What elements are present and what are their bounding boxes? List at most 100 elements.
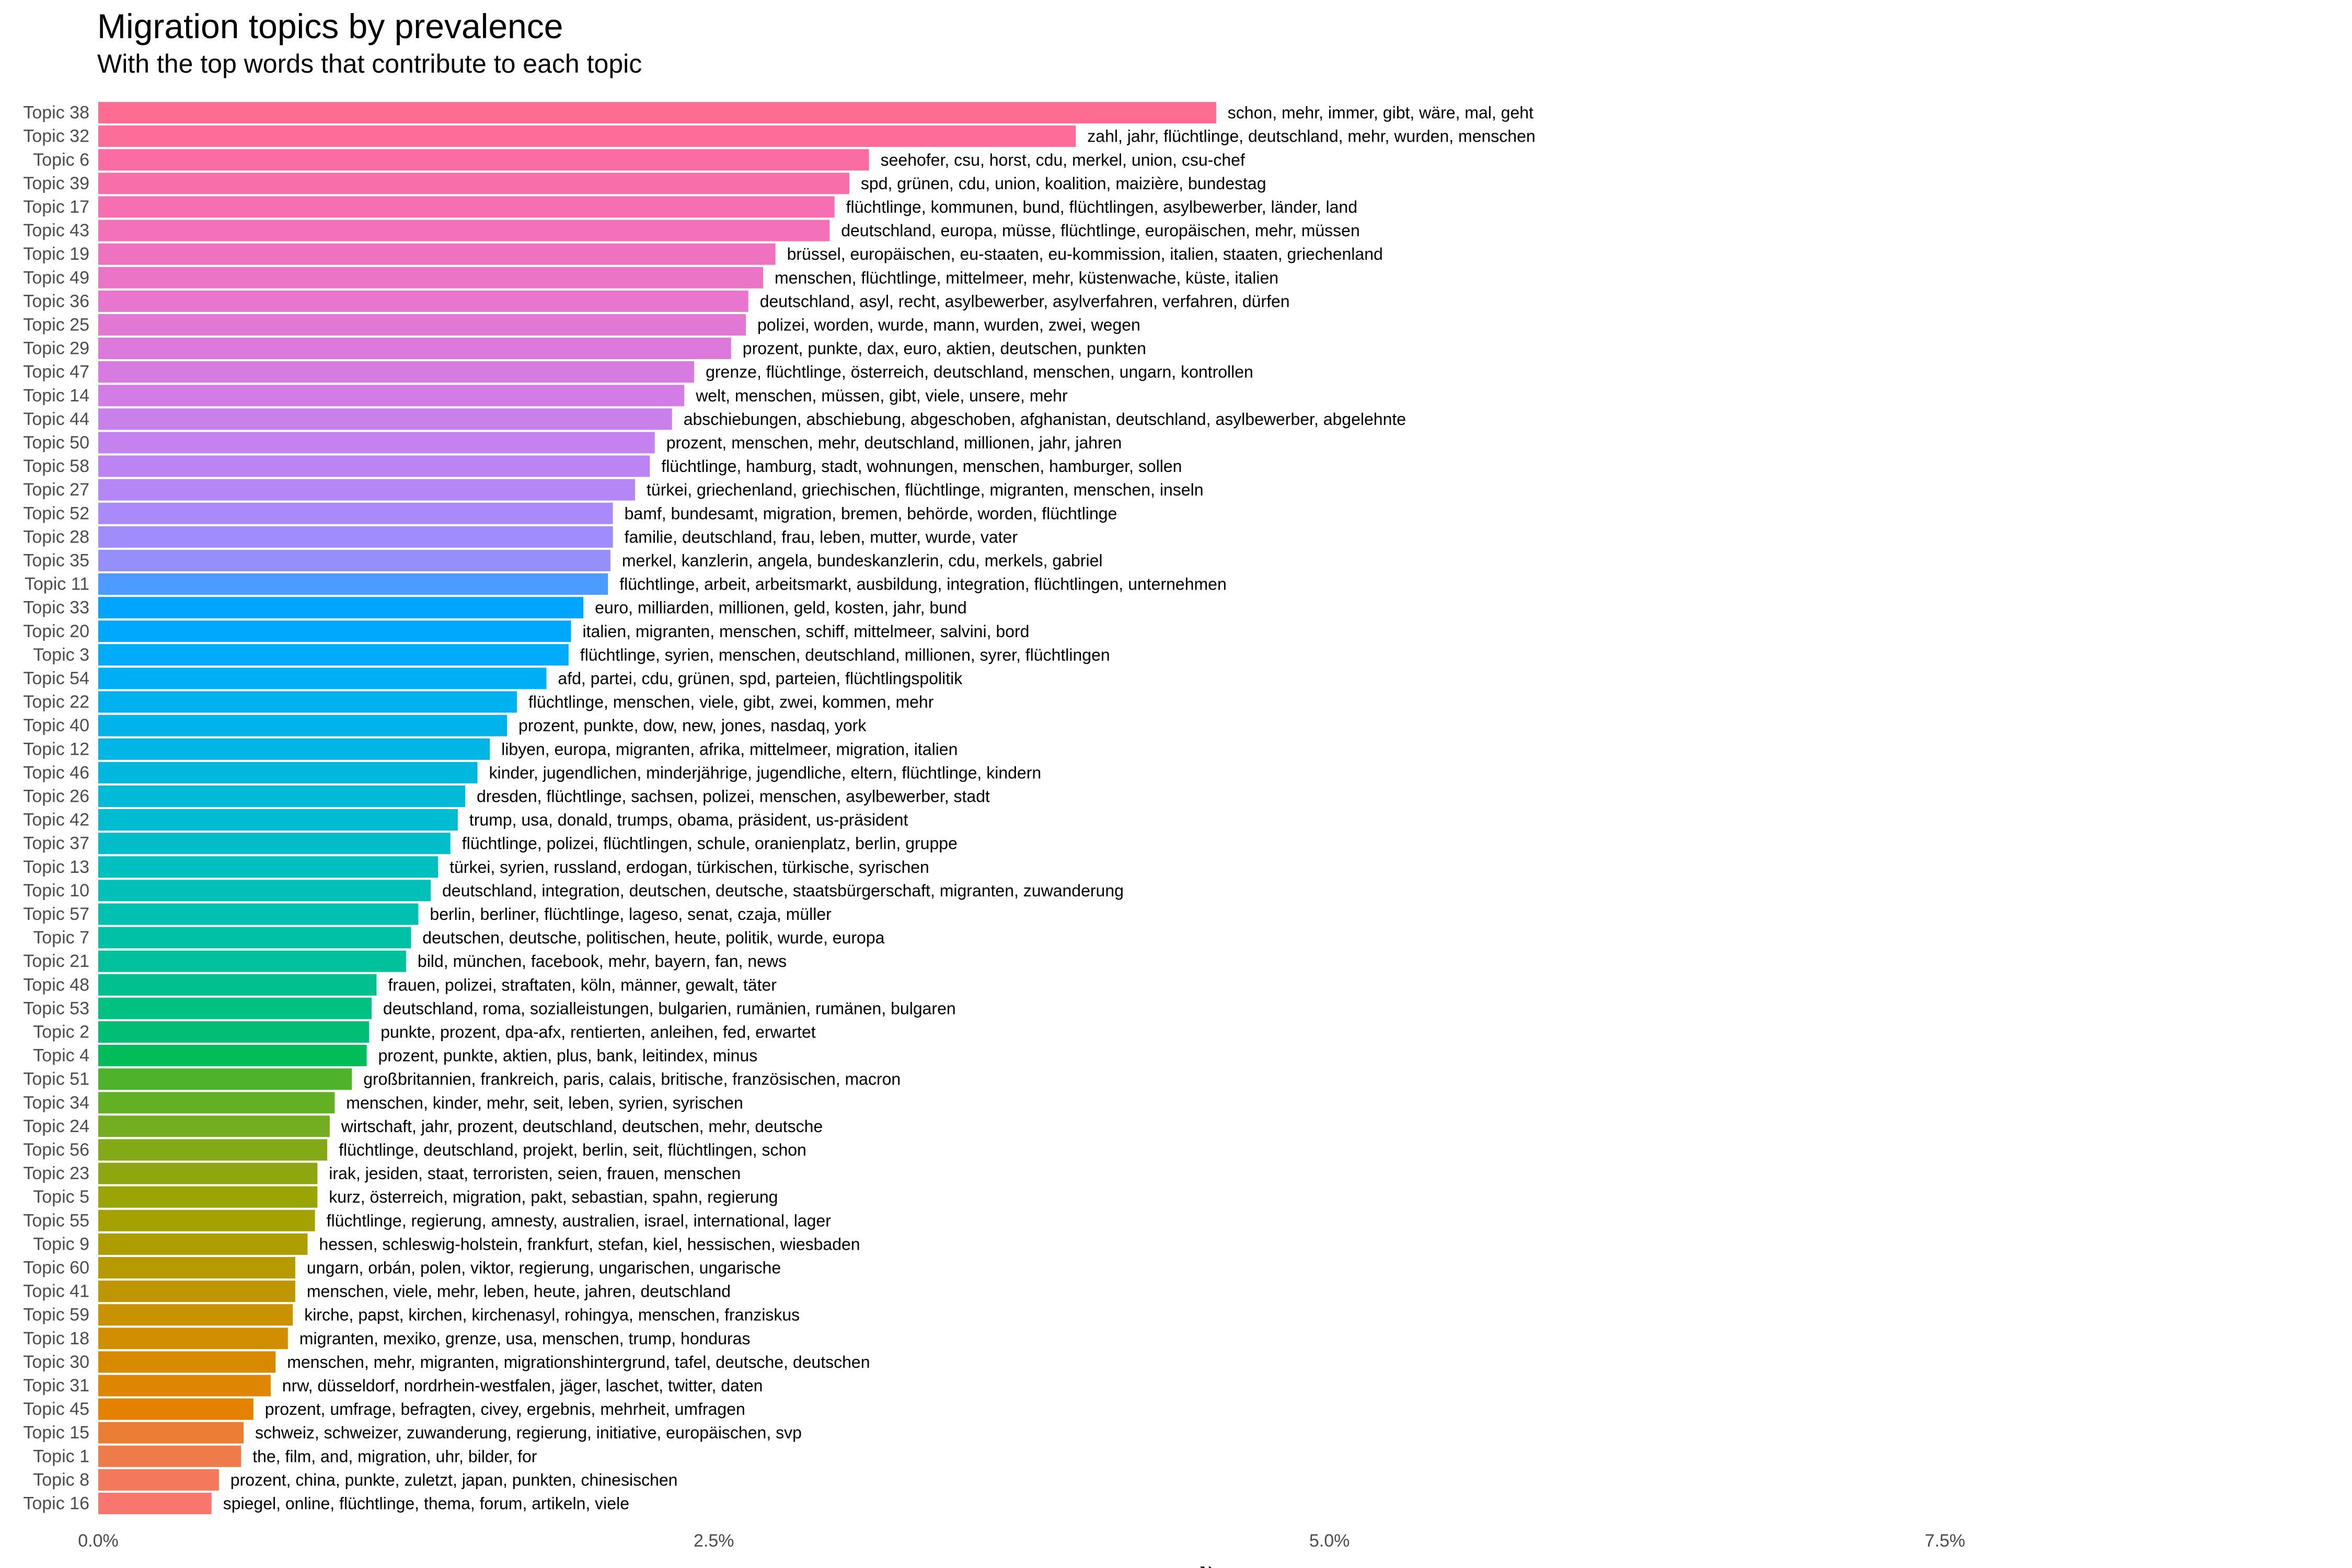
bar <box>98 1186 318 1208</box>
top-words-label: kinder, jugendlichen, minderjährige, jug… <box>489 763 1042 782</box>
bar <box>98 526 613 548</box>
bar <box>98 786 465 807</box>
top-words-label: bild, münchen, facebook, mehr, bayern, f… <box>418 952 787 971</box>
category-label: Topic 10 <box>23 881 89 901</box>
category-label: Topic 11 <box>25 574 89 594</box>
top-words-label: punkte, prozent, dpa-afx, rentierten, an… <box>381 1023 816 1042</box>
category-label: Topic 56 <box>23 1140 89 1160</box>
top-words-label: flüchtlinge, menschen, viele, gibt, zwei… <box>528 693 934 711</box>
category-label: Topic 29 <box>23 339 89 359</box>
top-words-label: euro, milliarden, millionen, geld, koste… <box>595 598 967 617</box>
category-label: Topic 42 <box>23 810 89 830</box>
top-words-label: prozent, punkte, dax, euro, aktien, deut… <box>743 339 1146 358</box>
top-words-label: zahl, jahr, flüchtlinge, deutschland, me… <box>1087 127 1535 146</box>
category-label: Topic 47 <box>23 362 89 382</box>
category-label: Topic 36 <box>23 291 89 311</box>
top-words-label: kurz, österreich, migration, pakt, sebas… <box>329 1187 778 1206</box>
top-words-label: spd, grünen, cdu, union, koalition, maiz… <box>861 174 1266 193</box>
chart-subtitle: With the top words that contribute to ea… <box>97 49 642 78</box>
bar <box>98 997 372 1019</box>
top-words-label: deutschland, asyl, recht, asylbewerber, … <box>760 292 1290 310</box>
bar <box>98 1045 367 1066</box>
category-label: Topic 20 <box>23 621 89 641</box>
category-label: Topic 39 <box>23 174 89 193</box>
category-label: Topic 52 <box>23 503 89 523</box>
bar <box>98 1257 295 1278</box>
bar <box>98 455 650 477</box>
bar <box>98 691 517 713</box>
top-words-label: schweiz, schweizer, zuwanderung, regieru… <box>255 1423 802 1442</box>
bar <box>98 856 439 878</box>
top-words-label: prozent, umfrage, befragten, civey, erge… <box>265 1400 745 1419</box>
category-label: Topic 14 <box>23 386 89 406</box>
top-words-label: prozent, china, punkte, zuletzt, japan, … <box>230 1470 678 1489</box>
bar <box>98 1375 271 1397</box>
top-words-label: flüchtlinge, syrien, menschen, deutschla… <box>580 645 1110 664</box>
category-label: Topic 44 <box>23 409 89 429</box>
bar <box>98 408 672 430</box>
top-words-label: spiegel, online, flüchtlinge, thema, for… <box>223 1494 629 1513</box>
bar <box>98 1469 219 1491</box>
category-label: Topic 22 <box>23 692 89 712</box>
category-label: Topic 17 <box>23 197 89 217</box>
top-words-label: prozent, menschen, mehr, deutschland, mi… <box>666 433 1122 452</box>
bar <box>98 172 849 194</box>
top-words-label: bamf, bundesamt, migration, bremen, behö… <box>625 504 1117 523</box>
bar <box>98 1092 335 1114</box>
top-words-label: deutschen, deutsche, politischen, heute,… <box>422 928 884 947</box>
category-label: Topic 32 <box>23 126 89 146</box>
bar <box>98 809 458 831</box>
bar <box>98 644 569 666</box>
bar <box>98 1209 315 1231</box>
category-label: Topic 43 <box>23 221 89 240</box>
top-words-label: menschen, mehr, migranten, migrationshin… <box>287 1353 870 1371</box>
top-words-label: flüchtlinge, deutschland, projekt, berli… <box>339 1140 806 1159</box>
bar <box>98 1115 330 1137</box>
category-label: Topic 46 <box>23 763 89 782</box>
category-label: Topic 13 <box>23 857 89 877</box>
bar <box>98 1068 352 1090</box>
category-label: Topic 34 <box>23 1093 89 1113</box>
bar <box>98 762 478 783</box>
category-label: Topic 54 <box>23 668 89 688</box>
bar <box>98 738 490 760</box>
category-label: Topic 9 <box>33 1234 89 1254</box>
top-words-label: menschen, kinder, mehr, seit, leben, syr… <box>346 1093 743 1112</box>
category-label: Topic 53 <box>23 998 89 1018</box>
top-words-label: dresden, flüchtlinge, sachsen, polizei, … <box>477 787 990 806</box>
bar <box>98 597 584 619</box>
category-label: Topic 28 <box>23 527 89 547</box>
top-words-label: türkei, griechenland, griechischen, flüc… <box>647 480 1203 499</box>
category-label: Topic 19 <box>23 244 89 264</box>
top-words-label: kirche, papst, kirchen, kirchenasyl, roh… <box>304 1306 800 1324</box>
chart-title: Migration topics by prevalence <box>97 7 563 45</box>
bar <box>98 950 406 972</box>
top-words-label: frauen, polizei, straftaten, köln, männe… <box>388 975 777 994</box>
top-words-label: prozent, punkte, aktien, plus, bank, lei… <box>378 1046 758 1065</box>
category-label: Topic 59 <box>23 1305 89 1325</box>
category-label: Topic 18 <box>23 1329 89 1348</box>
x-tick-label: 7.5% <box>1925 1531 1966 1551</box>
category-label: Topic 55 <box>23 1210 89 1230</box>
x-axis-title: γ <box>1200 1558 1213 1568</box>
category-label: Topic 7 <box>33 928 89 948</box>
category-label: Topic 30 <box>23 1352 89 1372</box>
top-words-label: merkel, kanzlerin, angela, bundeskanzler… <box>622 551 1103 570</box>
category-label: Topic 49 <box>23 268 89 287</box>
category-label: Topic 57 <box>23 904 89 924</box>
bar <box>98 1281 295 1302</box>
bar <box>98 361 695 383</box>
bar <box>98 550 610 571</box>
category-label: Topic 27 <box>23 480 89 500</box>
top-words-label: familie, deutschland, frau, leben, mutte… <box>625 527 1018 546</box>
category-label: Topic 21 <box>23 951 89 971</box>
top-words-label: irak, jesiden, staat, terroristen, seien… <box>329 1164 741 1183</box>
top-words-label: deutschland, integration, deutschen, deu… <box>442 881 1124 900</box>
bar <box>98 974 377 996</box>
category-label: Topic 3 <box>33 645 89 665</box>
top-words-label: seehofer, csu, horst, cdu, merkel, union… <box>881 151 1245 169</box>
category-label: Topic 26 <box>23 787 89 806</box>
top-words-label: berlin, berliner, flüchtlinge, lageso, s… <box>430 905 832 924</box>
top-words-label: brüssel, europäischen, eu-staaten, eu-ko… <box>787 245 1383 263</box>
top-words-label: deutschland, europa, müsse, flüchtlinge,… <box>841 221 1360 240</box>
